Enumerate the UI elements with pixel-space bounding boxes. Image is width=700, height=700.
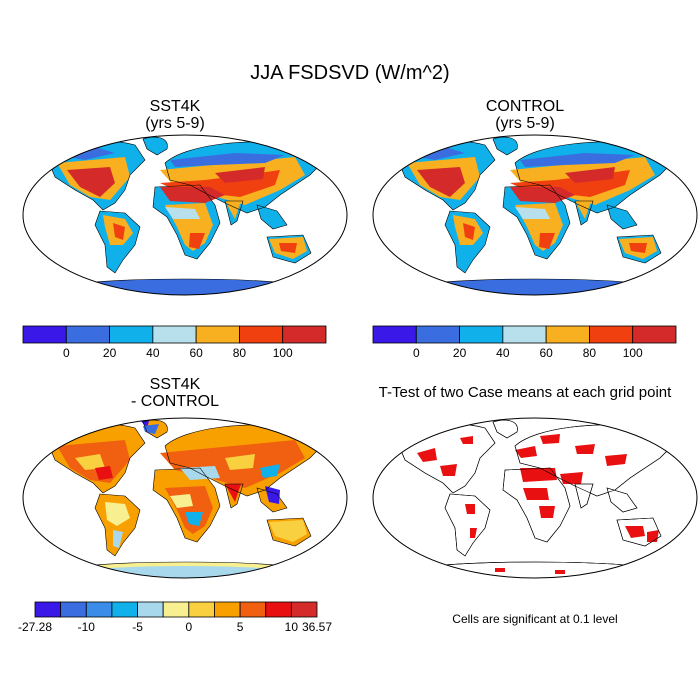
- colorbar-diff-label: -10: [78, 620, 96, 634]
- colorbar-sst4k-label: 40: [146, 346, 160, 360]
- colorbar-diff-swatch: [34, 601, 62, 618]
- significance-note: Cells are significant at 0.1 level: [452, 612, 618, 626]
- colorbar-diff-swatch: [188, 601, 215, 618]
- colorbar-diff-label: 5: [237, 620, 244, 634]
- figure-title: JJA FSDSVD (W/m^2): [250, 62, 450, 84]
- colorbar-sst4k-swatch: [109, 325, 154, 344]
- colorbar-diff-label: 36.57: [302, 620, 332, 634]
- colorbar-control-label: 0: [413, 346, 420, 360]
- colorbar-diff-swatch: [60, 601, 87, 618]
- colorbar-control-swatch: [459, 325, 504, 344]
- colorbar-control-swatch: [632, 325, 677, 344]
- colorbar-sst4k-swatch: [239, 325, 284, 344]
- colorbar-control-swatch: [545, 325, 590, 344]
- panel-title-diff-line2: - CONTROL: [131, 393, 219, 410]
- map-control: [372, 134, 698, 296]
- colorbar-sst4k-swatch: [22, 325, 67, 344]
- colorbar-control-label: 40: [496, 346, 510, 360]
- colorbar-control-label: 100: [623, 346, 643, 360]
- colorbar-diff-label: -27.28: [18, 620, 52, 634]
- panel-title-diff-line1: SST4K: [149, 376, 201, 393]
- colorbar-diff-label: 0: [185, 620, 192, 634]
- colorbar-sst4k-label: 0: [63, 346, 70, 360]
- panel-title-sst4k-line1: SST4K: [149, 98, 201, 115]
- panel-title-control: CONTROL (yrs 5-9): [445, 98, 605, 132]
- colorbar-control-label: 80: [583, 346, 597, 360]
- colorbar-control-label: 60: [539, 346, 553, 360]
- map-ttest: [372, 417, 698, 579]
- map-diff: [22, 417, 348, 579]
- colorbar-sst4k-swatch: [152, 325, 197, 344]
- colorbar-control-swatch: [372, 325, 417, 344]
- colorbar-sst4k-swatch: [65, 325, 110, 344]
- colorbar-diff-swatch: [265, 601, 292, 618]
- colorbar-diff-swatch: [111, 601, 138, 618]
- colorbar-control: 0 20 40 60 80 100: [372, 325, 677, 360]
- panel-title-sst4k-line2: (yrs 5-9): [145, 115, 205, 132]
- panel-title-sst4k: SST4K (yrs 5-9): [95, 98, 255, 132]
- colorbar-diff-swatch: [214, 601, 241, 618]
- colorbar-sst4k-swatch: [195, 325, 240, 344]
- colorbar-diff-swatch: [85, 601, 113, 618]
- colorbar-diff-swatch: [162, 601, 190, 618]
- colorbar-diff-swatch: [239, 601, 267, 618]
- colorbar-control-swatch: [502, 325, 547, 344]
- colorbar-diff-label: 10: [285, 620, 299, 634]
- colorbar-sst4k-label: 60: [189, 346, 203, 360]
- panel-title-control-line1: CONTROL: [485, 98, 565, 115]
- panel-title-control-line2: (yrs 5-9): [495, 115, 555, 132]
- colorbar-control-swatch: [589, 325, 634, 344]
- colorbar-sst4k: 0 20 40 60 80 100: [22, 325, 327, 360]
- colorbar-sst4k-label: 100: [273, 346, 293, 360]
- colorbar-control-swatch: [415, 325, 460, 344]
- map-sst4k: [22, 134, 348, 296]
- colorbar-sst4k-label: 20: [103, 346, 117, 360]
- colorbar-diff-label: -5: [132, 620, 143, 634]
- colorbar-sst4k-label: 80: [233, 346, 247, 360]
- colorbar-diff-swatch: [290, 601, 318, 618]
- colorbar-diff: -27.28 -10 -5 0 5 10 36.57: [18, 601, 332, 634]
- colorbar-control-label: 20: [453, 346, 467, 360]
- colorbar-sst4k-swatch: [282, 325, 327, 344]
- panel-title-ttest: T-Test of two Case means at each grid po…: [378, 384, 672, 401]
- colorbar-diff-swatch: [137, 601, 164, 618]
- panel-title-diff: SST4K - CONTROL: [95, 376, 255, 410]
